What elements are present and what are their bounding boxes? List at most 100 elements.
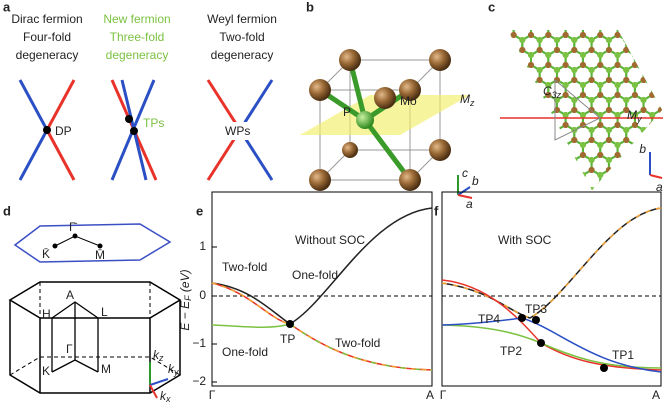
circle-shape bbox=[519, 127, 525, 133]
circle-shape bbox=[658, 97, 663, 103]
circle-shape bbox=[632, 22, 638, 28]
circle-shape bbox=[502, 97, 508, 103]
circle-shape bbox=[563, 22, 569, 28]
circle-shape bbox=[623, 157, 629, 163]
circle-shape bbox=[571, 107, 577, 113]
circle-shape bbox=[519, 107, 525, 113]
circle-shape bbox=[545, 202, 551, 208]
circle-shape bbox=[511, 142, 517, 148]
circle-shape bbox=[580, 32, 586, 38]
circle-shape bbox=[511, 152, 517, 158]
circle-shape bbox=[658, 67, 663, 73]
circle-shape bbox=[580, 22, 586, 28]
g-shape bbox=[52, 302, 98, 372]
circle-shape bbox=[493, 172, 499, 178]
circle-shape bbox=[641, 157, 647, 163]
polygon-shape bbox=[10, 282, 180, 318]
circle-shape bbox=[537, 197, 543, 203]
circle-shape bbox=[571, 37, 577, 43]
circle-shape bbox=[493, 52, 499, 58]
circle-shape bbox=[493, 32, 499, 38]
circle-shape bbox=[528, 52, 534, 58]
circle-shape bbox=[623, 37, 629, 43]
circle-shape bbox=[511, 152, 517, 158]
circle-shape bbox=[511, 122, 517, 128]
circle-shape bbox=[632, 152, 638, 158]
circle-shape bbox=[511, 142, 517, 148]
circle-shape bbox=[623, 197, 629, 203]
circle-shape bbox=[511, 182, 517, 188]
circle-shape bbox=[545, 112, 551, 118]
circle-shape bbox=[545, 182, 551, 188]
circle-shape bbox=[658, 37, 663, 43]
g-shape bbox=[493, 17, 663, 208]
label-panel-d-label: d bbox=[3, 203, 11, 218]
circle-shape bbox=[563, 62, 569, 68]
circle-shape bbox=[632, 202, 638, 208]
polygon-shape bbox=[505, 65, 522, 85]
circle-shape bbox=[502, 157, 508, 163]
circle-shape bbox=[537, 97, 543, 103]
circle-shape bbox=[615, 122, 621, 128]
circle-shape bbox=[658, 47, 663, 53]
label-x-ticks-1: A bbox=[652, 388, 660, 402]
circle-shape bbox=[502, 127, 508, 133]
circle-shape bbox=[658, 127, 663, 133]
circle-shape bbox=[641, 17, 647, 23]
circle-shape bbox=[589, 167, 595, 173]
circle-shape bbox=[519, 167, 525, 173]
circle-shape bbox=[658, 47, 663, 53]
circle-shape bbox=[615, 82, 621, 88]
circle-shape bbox=[649, 52, 655, 58]
circle-shape bbox=[632, 182, 638, 188]
circle-shape bbox=[537, 339, 545, 347]
circle-shape bbox=[537, 97, 543, 103]
label-rotation-symbol: C bbox=[543, 84, 552, 98]
circle-shape bbox=[545, 182, 551, 188]
circle-shape bbox=[563, 172, 569, 178]
circle-shape bbox=[537, 127, 543, 133]
label-bulk-points-4: K bbox=[42, 364, 50, 378]
circle-shape bbox=[649, 62, 655, 68]
circle-shape bbox=[545, 52, 551, 58]
circle-shape bbox=[597, 62, 603, 68]
label-axes-0: c bbox=[462, 166, 468, 180]
circle-shape bbox=[528, 32, 534, 38]
circle-shape bbox=[502, 77, 508, 83]
line-shape bbox=[20, 80, 47, 130]
circle-shape bbox=[658, 77, 663, 83]
circle-shape bbox=[502, 137, 508, 143]
polygon-shape bbox=[505, 185, 522, 205]
circle-shape bbox=[563, 122, 569, 128]
circle-shape bbox=[597, 32, 603, 38]
circle-shape bbox=[649, 32, 655, 38]
label-y-label-unit: (eV) bbox=[178, 269, 192, 295]
label-atoms-0: P bbox=[343, 105, 351, 119]
circle-shape bbox=[589, 37, 595, 43]
circle-shape bbox=[597, 122, 603, 128]
circle-shape bbox=[528, 122, 534, 128]
circle-shape bbox=[615, 152, 621, 158]
circle-shape bbox=[511, 52, 517, 58]
circle-shape bbox=[658, 157, 663, 163]
path-shape bbox=[442, 318, 661, 372]
circle-shape bbox=[632, 172, 638, 178]
circle-shape bbox=[554, 67, 560, 73]
label-x-ticks-0: Γ bbox=[440, 388, 447, 402]
circle-shape bbox=[580, 22, 586, 28]
circle-shape bbox=[511, 62, 517, 68]
circle-shape bbox=[537, 47, 543, 53]
polygon-shape bbox=[644, 125, 661, 145]
circle-shape bbox=[641, 167, 647, 173]
label-surface-points-2: M̄ bbox=[95, 248, 105, 262]
label-annotations-0: Two-fold bbox=[222, 260, 267, 274]
circle-shape bbox=[511, 202, 517, 208]
circle-shape bbox=[502, 137, 508, 143]
circle-shape bbox=[597, 172, 603, 178]
circle-shape bbox=[571, 137, 577, 143]
polygon-shape bbox=[505, 125, 522, 145]
circle-shape bbox=[545, 112, 551, 118]
circle-shape bbox=[571, 67, 577, 73]
line-shape bbox=[47, 80, 74, 130]
circle-shape bbox=[641, 167, 647, 173]
